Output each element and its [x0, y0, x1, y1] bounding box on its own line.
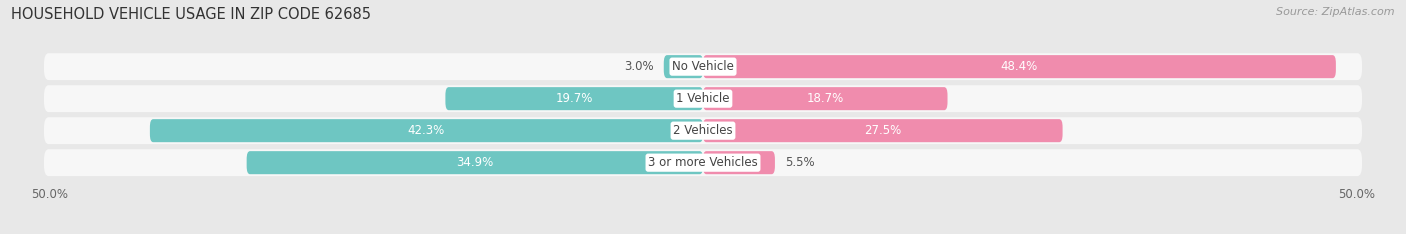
FancyBboxPatch shape: [703, 87, 948, 110]
Text: 3 or more Vehicles: 3 or more Vehicles: [648, 156, 758, 169]
Text: 5.5%: 5.5%: [786, 156, 815, 169]
FancyBboxPatch shape: [44, 53, 1362, 80]
Text: 19.7%: 19.7%: [555, 92, 593, 105]
FancyBboxPatch shape: [150, 119, 703, 142]
Text: 27.5%: 27.5%: [865, 124, 901, 137]
FancyBboxPatch shape: [44, 117, 1362, 144]
Text: 48.4%: 48.4%: [1001, 60, 1038, 73]
FancyBboxPatch shape: [703, 55, 1336, 78]
FancyBboxPatch shape: [703, 119, 1063, 142]
FancyBboxPatch shape: [246, 151, 703, 174]
FancyBboxPatch shape: [44, 85, 1362, 112]
Text: No Vehicle: No Vehicle: [672, 60, 734, 73]
FancyBboxPatch shape: [664, 55, 703, 78]
Text: 3.0%: 3.0%: [624, 60, 654, 73]
FancyBboxPatch shape: [44, 149, 1362, 176]
Text: 2 Vehicles: 2 Vehicles: [673, 124, 733, 137]
Text: 1 Vehicle: 1 Vehicle: [676, 92, 730, 105]
Text: 18.7%: 18.7%: [807, 92, 844, 105]
FancyBboxPatch shape: [446, 87, 703, 110]
Text: 34.9%: 34.9%: [456, 156, 494, 169]
FancyBboxPatch shape: [703, 151, 775, 174]
Text: Source: ZipAtlas.com: Source: ZipAtlas.com: [1277, 7, 1395, 17]
Text: 42.3%: 42.3%: [408, 124, 446, 137]
Text: HOUSEHOLD VEHICLE USAGE IN ZIP CODE 62685: HOUSEHOLD VEHICLE USAGE IN ZIP CODE 6268…: [11, 7, 371, 22]
